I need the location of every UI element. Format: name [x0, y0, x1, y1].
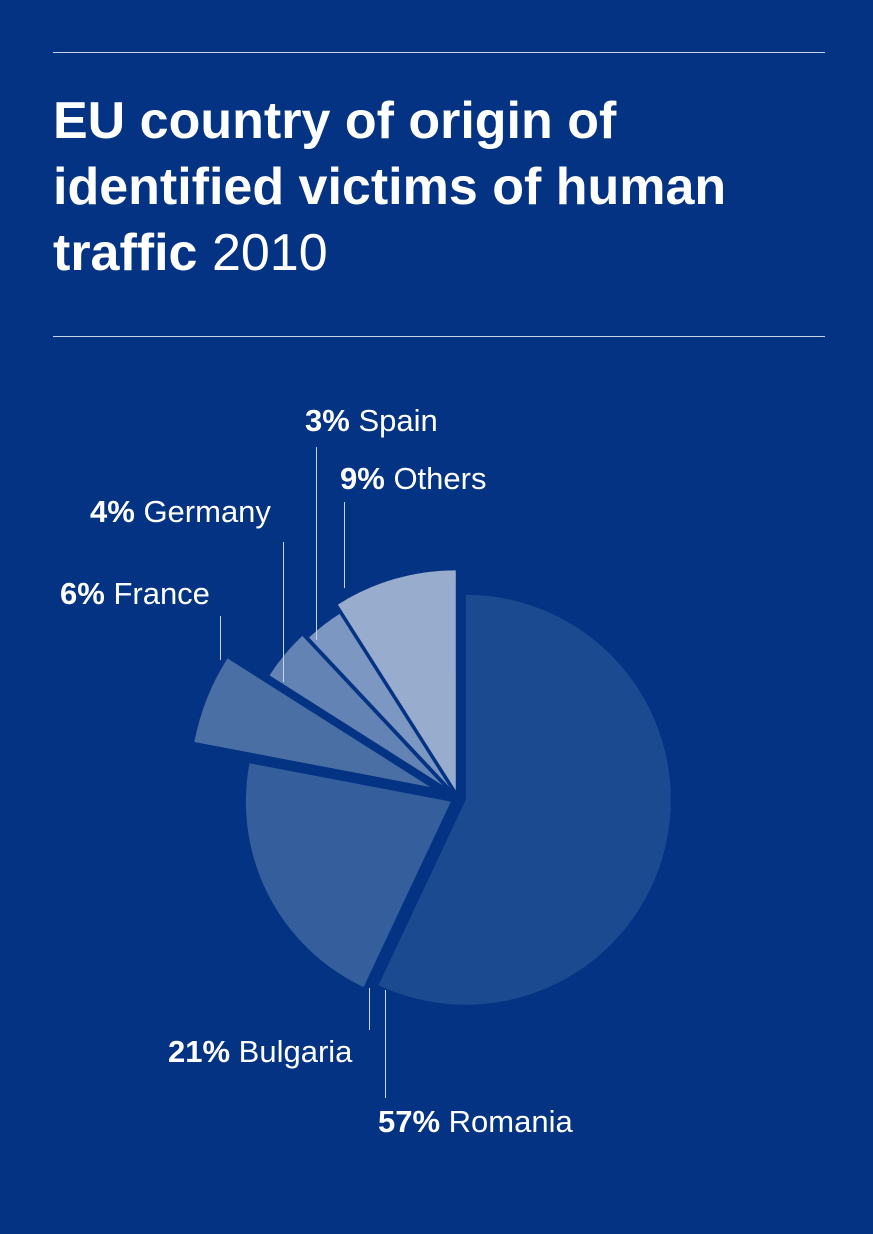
- bottom-rule: [53, 336, 825, 337]
- label-romania: 57% Romania: [378, 1104, 573, 1139]
- label-spain: 3% Spain: [305, 403, 438, 438]
- label-others: 9% Others: [340, 461, 487, 496]
- title-text: EU country of origin of identified victi…: [53, 92, 727, 282]
- title-year: 2010: [211, 224, 328, 282]
- leader-germany: [283, 542, 284, 682]
- pie-slice-germany: [269, 635, 443, 786]
- pie-slice-france: [194, 658, 431, 787]
- chart-title: EU country of origin of identified victi…: [53, 88, 833, 286]
- leader-others: [344, 502, 345, 588]
- label-france: 6% France: [60, 576, 210, 611]
- label-bulgaria: 21% Bulgaria: [168, 1034, 353, 1069]
- pie-slice-spain: [309, 613, 450, 787]
- leader-romania: [385, 990, 386, 1098]
- label-germany: 4% Germany: [90, 494, 271, 529]
- top-rule: [53, 52, 825, 53]
- leader-bulgaria: [369, 988, 370, 1030]
- leader-france: [220, 616, 221, 660]
- leader-spain: [316, 447, 317, 640]
- pie-slice-bulgaria: [245, 763, 451, 988]
- pie-slice-others: [337, 570, 456, 791]
- pie-slice-romania: [378, 594, 671, 1005]
